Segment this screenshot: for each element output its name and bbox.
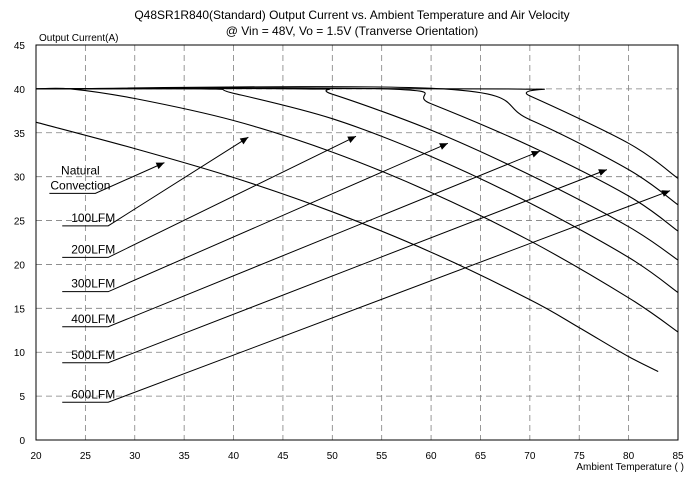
x-tick-label: 30	[129, 451, 141, 462]
x-tick-label: 85	[672, 451, 684, 462]
series-line-100lfm	[35, 87, 679, 333]
y-tick-label: 40	[14, 85, 26, 96]
arrowhead-600lfm	[661, 190, 671, 197]
x-tick-label: 25	[80, 451, 92, 462]
series-line-300lfm	[35, 87, 679, 261]
chart-title-line-1: Q48SR1R840(Standard) Output Current vs. …	[134, 8, 569, 22]
x-tick-label: 65	[475, 451, 487, 462]
y-tick-label: 30	[14, 173, 26, 184]
leader-line-200lfm	[62, 135, 357, 258]
tick-labels: 20 25 30 35 40 45 50 55 60 65 70 75 80 85 0 5 10 15 20 25 30…	[14, 41, 684, 462]
arrowhead-500lfm	[598, 169, 607, 176]
arrowhead-200lfm	[347, 136, 357, 143]
arrowhead-natural-convection	[155, 162, 165, 170]
series-line-400lfm	[35, 87, 679, 232]
x-tick-label: 55	[376, 451, 388, 462]
series-line-natural-convection	[35, 121, 659, 372]
leader-line-600lfm	[62, 190, 671, 403]
y-tick-label: 20	[14, 260, 26, 271]
series-label-400lfm: 400LFM	[71, 312, 115, 326]
series-label-600lfm: 600LFM	[71, 387, 115, 401]
x-tick-label: 35	[179, 451, 191, 462]
y-tick-label: 15	[14, 304, 26, 315]
x-tick-label: 70	[524, 451, 536, 462]
arrowhead-400lfm	[530, 150, 540, 158]
series-label-natural-convection: Convection	[50, 178, 110, 192]
plot-area-frame	[35, 44, 679, 441]
y-tick-label: 5	[19, 392, 25, 403]
series-label-300lfm: 300LFM	[71, 277, 115, 291]
chart-title-line-2: @ Vin = 48V, Vo = 1.5V (Tranverse Orient…	[226, 24, 479, 38]
x-tick-label: 50	[327, 451, 339, 462]
series-curves	[35, 86, 679, 372]
series-line-500lfm	[35, 86, 679, 206]
x-tick-label: 60	[426, 451, 438, 462]
x-tick-label: 45	[277, 451, 289, 462]
y-axis-label: Output Current(A)	[39, 33, 118, 44]
series-label-500lfm: 500LFM	[71, 348, 115, 362]
series-line-600lfm	[35, 87, 679, 179]
arrowhead-300lfm	[439, 143, 448, 150]
y-tick-label: 10	[14, 348, 26, 359]
arrowhead-100lfm	[239, 137, 249, 145]
y-tick-label: 0	[19, 436, 25, 447]
leader-line-300lfm	[62, 142, 449, 293]
leader-line-400lfm	[62, 150, 540, 328]
y-tick-label: 35	[14, 129, 26, 140]
leader-line-natural-convection	[49, 162, 165, 194]
x-tick-label: 80	[623, 451, 635, 462]
x-axis-label: Ambient Temperature ( )	[576, 462, 684, 473]
grid-lines	[36, 45, 678, 440]
x-tick-label: 75	[574, 451, 586, 462]
x-tick-label: 40	[228, 451, 240, 462]
leader-line-100lfm	[62, 136, 249, 227]
y-tick-label: 25	[14, 217, 26, 228]
series-label-200lfm: 200LFM	[71, 242, 115, 256]
series-label-100lfm: 100LFM	[71, 211, 115, 225]
x-tick-label: 20	[30, 451, 42, 462]
series-label-natural-convection: Natural	[61, 163, 100, 177]
leader-line-500lfm	[62, 169, 608, 364]
y-tick-label: 45	[14, 41, 26, 52]
